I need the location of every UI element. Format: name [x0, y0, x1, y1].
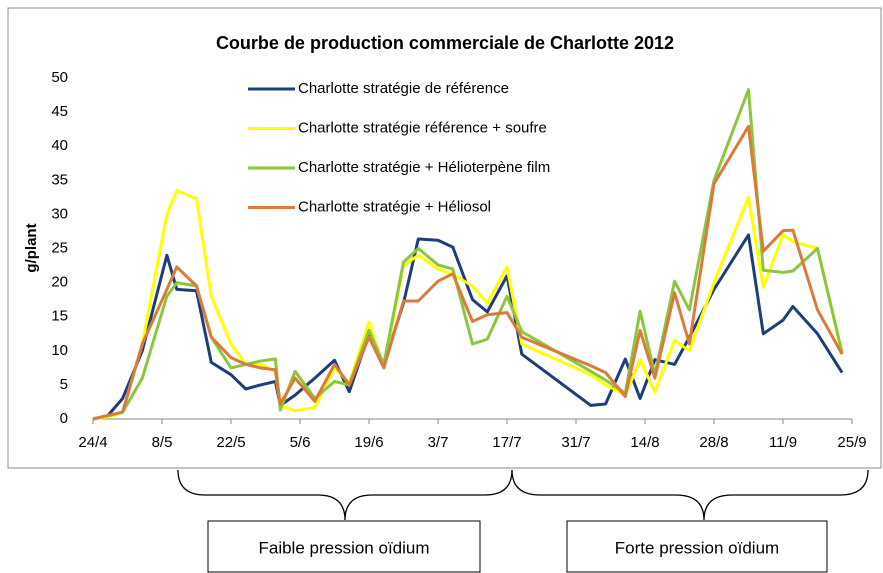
- annotation-box: [207, 520, 481, 573]
- x-tick-label: 14/8: [630, 434, 659, 451]
- y-tick-label: 25: [51, 239, 68, 256]
- y-tick-label: 40: [51, 137, 68, 154]
- x-tick-label: 25/9: [837, 434, 866, 451]
- bracket: [511, 469, 869, 521]
- x-tick-label: 5/6: [290, 434, 311, 451]
- x-tick-label: 17/7: [492, 434, 521, 451]
- y-tick-label: 10: [51, 342, 68, 359]
- x-tick-label: 28/8: [699, 434, 728, 451]
- series-line: [92, 233, 844, 421]
- series-line: [92, 124, 844, 421]
- annotation: Faible pression oïdium: [258, 538, 429, 557]
- annotation-box: [566, 520, 828, 573]
- y-tick-label: 5: [60, 376, 68, 393]
- chart-title: Courbe de production commerciale de Char…: [216, 33, 674, 53]
- x-tick-label: 31/7: [561, 434, 590, 451]
- y-tick-label: 45: [51, 103, 68, 120]
- y-axis-label: g/plant: [23, 223, 40, 272]
- x-tick-label: 3/7: [428, 434, 449, 451]
- x-tick-label: 11/9: [769, 434, 797, 451]
- annotation: Forte pression oïdium: [615, 538, 779, 557]
- y-tick-label: 50: [51, 69, 68, 86]
- x-tick-label: 8/5: [152, 434, 173, 451]
- legend-label: Charlotte stratégie + Hélioterpène film: [298, 159, 550, 176]
- x-tick-label: 24/4: [78, 434, 107, 451]
- x-tick-label: 22/5: [216, 434, 245, 451]
- legend-label: Charlotte stratégie de référence: [298, 80, 509, 97]
- y-tick-label: 30: [51, 205, 68, 222]
- legend-label: Charlotte stratégie + Héliosol: [298, 198, 491, 215]
- legend-label: Charlotte stratégie référence + soufre: [298, 119, 547, 136]
- chart-border: [7, 7, 882, 469]
- y-tick-label: 15: [51, 308, 68, 325]
- series-line: [92, 189, 844, 421]
- y-tick-label: 35: [51, 171, 68, 188]
- y-tick-label: 0: [60, 410, 68, 427]
- x-tick-label: 19/6: [354, 434, 383, 451]
- y-tick-label: 20: [51, 274, 68, 291]
- bracket: [177, 469, 513, 521]
